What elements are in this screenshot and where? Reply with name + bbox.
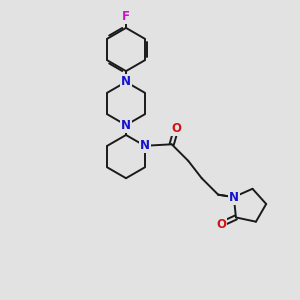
- Text: F: F: [122, 10, 130, 23]
- Text: N: N: [121, 118, 131, 132]
- Text: O: O: [217, 218, 226, 230]
- Text: N: N: [140, 139, 150, 152]
- Text: N: N: [121, 75, 131, 88]
- Text: N: N: [229, 190, 239, 204]
- Text: O: O: [171, 122, 181, 135]
